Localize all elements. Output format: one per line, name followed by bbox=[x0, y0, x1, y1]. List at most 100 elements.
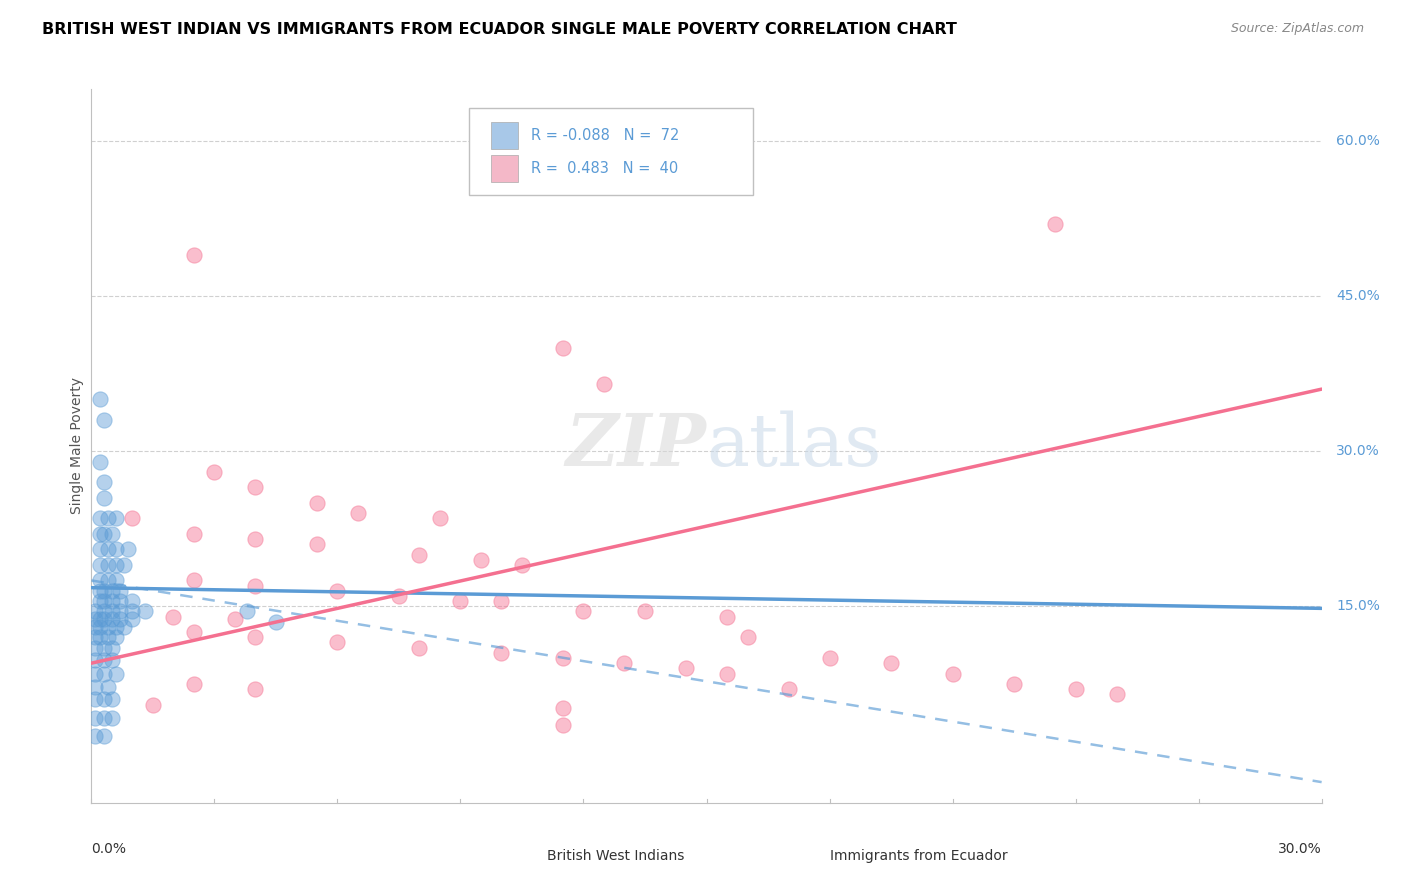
Point bbox=[93, 653, 115, 667]
FancyBboxPatch shape bbox=[509, 845, 540, 868]
Point bbox=[491, 594, 513, 608]
Point bbox=[236, 605, 259, 619]
Point bbox=[93, 475, 115, 490]
Text: 60.0%: 60.0% bbox=[1336, 134, 1381, 148]
Point bbox=[97, 558, 120, 572]
Point bbox=[245, 630, 267, 644]
Point bbox=[134, 605, 156, 619]
Text: 45.0%: 45.0% bbox=[1336, 289, 1381, 303]
Point bbox=[491, 646, 513, 660]
Point bbox=[1043, 217, 1066, 231]
Point bbox=[108, 594, 131, 608]
Point bbox=[93, 413, 115, 427]
Point bbox=[716, 666, 738, 681]
Point bbox=[97, 620, 120, 634]
Point bbox=[880, 656, 903, 670]
Point bbox=[117, 542, 139, 557]
Point bbox=[93, 640, 115, 655]
Point bbox=[675, 661, 697, 675]
Text: ZIP: ZIP bbox=[565, 410, 706, 482]
Point bbox=[89, 511, 111, 525]
FancyBboxPatch shape bbox=[793, 845, 824, 868]
Point bbox=[121, 605, 143, 619]
Point bbox=[101, 640, 124, 655]
Point bbox=[572, 605, 595, 619]
Point bbox=[347, 506, 370, 520]
Point bbox=[613, 656, 636, 670]
Point bbox=[89, 583, 111, 598]
Point bbox=[942, 666, 965, 681]
Text: Source: ZipAtlas.com: Source: ZipAtlas.com bbox=[1230, 22, 1364, 36]
Point bbox=[97, 542, 120, 557]
Text: British West Indians: British West Indians bbox=[547, 849, 683, 863]
Point bbox=[105, 666, 127, 681]
Point bbox=[89, 392, 111, 407]
Point bbox=[97, 630, 120, 644]
Point bbox=[105, 542, 127, 557]
Point bbox=[101, 711, 124, 725]
Point bbox=[551, 718, 574, 732]
Point bbox=[105, 574, 127, 588]
Point bbox=[326, 583, 349, 598]
Point bbox=[737, 630, 759, 644]
Text: R = -0.088   N =  72: R = -0.088 N = 72 bbox=[530, 128, 679, 143]
Point bbox=[326, 635, 349, 649]
Point bbox=[84, 666, 107, 681]
Point bbox=[84, 630, 107, 644]
Point bbox=[634, 605, 657, 619]
Point bbox=[93, 729, 115, 743]
Point bbox=[388, 589, 411, 603]
Point bbox=[89, 558, 111, 572]
Point bbox=[408, 640, 430, 655]
Point bbox=[245, 532, 267, 546]
Point bbox=[101, 583, 124, 598]
Point bbox=[1064, 681, 1087, 696]
Point bbox=[112, 558, 135, 572]
Point bbox=[93, 692, 115, 706]
Point bbox=[408, 548, 430, 562]
Point bbox=[89, 542, 111, 557]
Point bbox=[93, 527, 115, 541]
Point bbox=[429, 511, 451, 525]
Point bbox=[818, 651, 841, 665]
Point bbox=[97, 511, 120, 525]
Point bbox=[593, 376, 616, 391]
FancyBboxPatch shape bbox=[491, 154, 519, 182]
Text: 0.0%: 0.0% bbox=[91, 842, 127, 856]
Point bbox=[449, 594, 471, 608]
Point bbox=[778, 681, 800, 696]
Point bbox=[105, 511, 127, 525]
Point bbox=[224, 612, 246, 626]
Point bbox=[551, 341, 574, 355]
Point bbox=[93, 491, 115, 505]
Point bbox=[202, 465, 225, 479]
Point bbox=[93, 605, 115, 619]
Point bbox=[101, 605, 124, 619]
Point bbox=[89, 574, 111, 588]
Point bbox=[121, 612, 143, 626]
Point bbox=[108, 605, 131, 619]
Point bbox=[101, 692, 124, 706]
Point bbox=[89, 454, 111, 468]
Text: 30.0%: 30.0% bbox=[1278, 842, 1322, 856]
Point bbox=[84, 692, 107, 706]
Point bbox=[84, 711, 107, 725]
Point bbox=[183, 527, 205, 541]
Point bbox=[264, 615, 287, 629]
Text: 30.0%: 30.0% bbox=[1336, 444, 1381, 458]
Point bbox=[84, 729, 107, 743]
Y-axis label: Single Male Poverty: Single Male Poverty bbox=[70, 377, 84, 515]
Point bbox=[97, 574, 120, 588]
Point bbox=[101, 653, 124, 667]
Point bbox=[121, 594, 143, 608]
Point bbox=[245, 681, 267, 696]
Point bbox=[162, 609, 184, 624]
Point bbox=[93, 594, 115, 608]
Point bbox=[84, 620, 107, 634]
Point bbox=[245, 480, 267, 494]
Point bbox=[84, 680, 107, 694]
Point bbox=[142, 698, 165, 712]
Point bbox=[97, 680, 120, 694]
Point bbox=[183, 574, 205, 588]
Point bbox=[84, 640, 107, 655]
